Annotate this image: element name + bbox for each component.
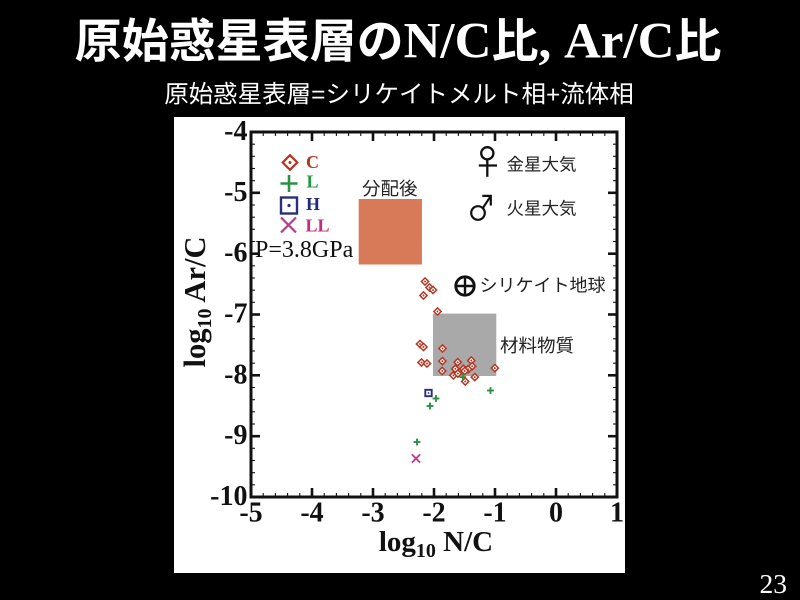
svg-text:L: L	[307, 172, 319, 192]
svg-text:1: 1	[610, 498, 624, 529]
svg-text:-3: -3	[361, 498, 384, 529]
svg-text:分配後: 分配後	[362, 175, 418, 201]
svg-text:原始惑星表層=シリケイトメルト相+流体相: 原始惑星表層=シリケイトメルト相+流体相	[164, 82, 634, 109]
svg-text:0: 0	[549, 498, 563, 529]
svg-text:C: C	[306, 152, 319, 172]
svg-text:log10 Ar/C: log10 Ar/C	[178, 237, 216, 368]
svg-text:-5: -5	[239, 498, 262, 529]
svg-text:-7: -7	[224, 299, 247, 330]
svg-text:原始惑星表層のN/C比, Ar/C比: 原始惑星表層のN/C比, Ar/C比	[75, 14, 722, 70]
svg-text:-10: -10	[210, 481, 247, 512]
svg-text:金星大気: 金星大気	[507, 152, 577, 177]
svg-text:-9: -9	[224, 420, 247, 451]
svg-text:火星大気: 火星大気	[507, 196, 577, 221]
svg-text:LL: LL	[306, 216, 330, 236]
svg-text:-1: -1	[483, 498, 506, 529]
svg-text:H: H	[306, 194, 320, 214]
svg-text:シリケイト地球: シリケイト地球	[480, 272, 606, 298]
svg-text:-6: -6	[224, 238, 247, 269]
svg-text:-2: -2	[422, 498, 445, 529]
svg-text:-4: -4	[224, 116, 247, 147]
svg-text:log10 N/C: log10 N/C	[379, 526, 493, 562]
svg-text:-4: -4	[300, 498, 323, 529]
svg-text:材料物質: 材料物質	[500, 332, 574, 358]
svg-text:23: 23	[760, 568, 788, 599]
svg-text:P=3.8GPa: P=3.8GPa	[255, 237, 354, 263]
svg-text:-5: -5	[224, 177, 247, 208]
svg-text:-8: -8	[224, 359, 247, 390]
